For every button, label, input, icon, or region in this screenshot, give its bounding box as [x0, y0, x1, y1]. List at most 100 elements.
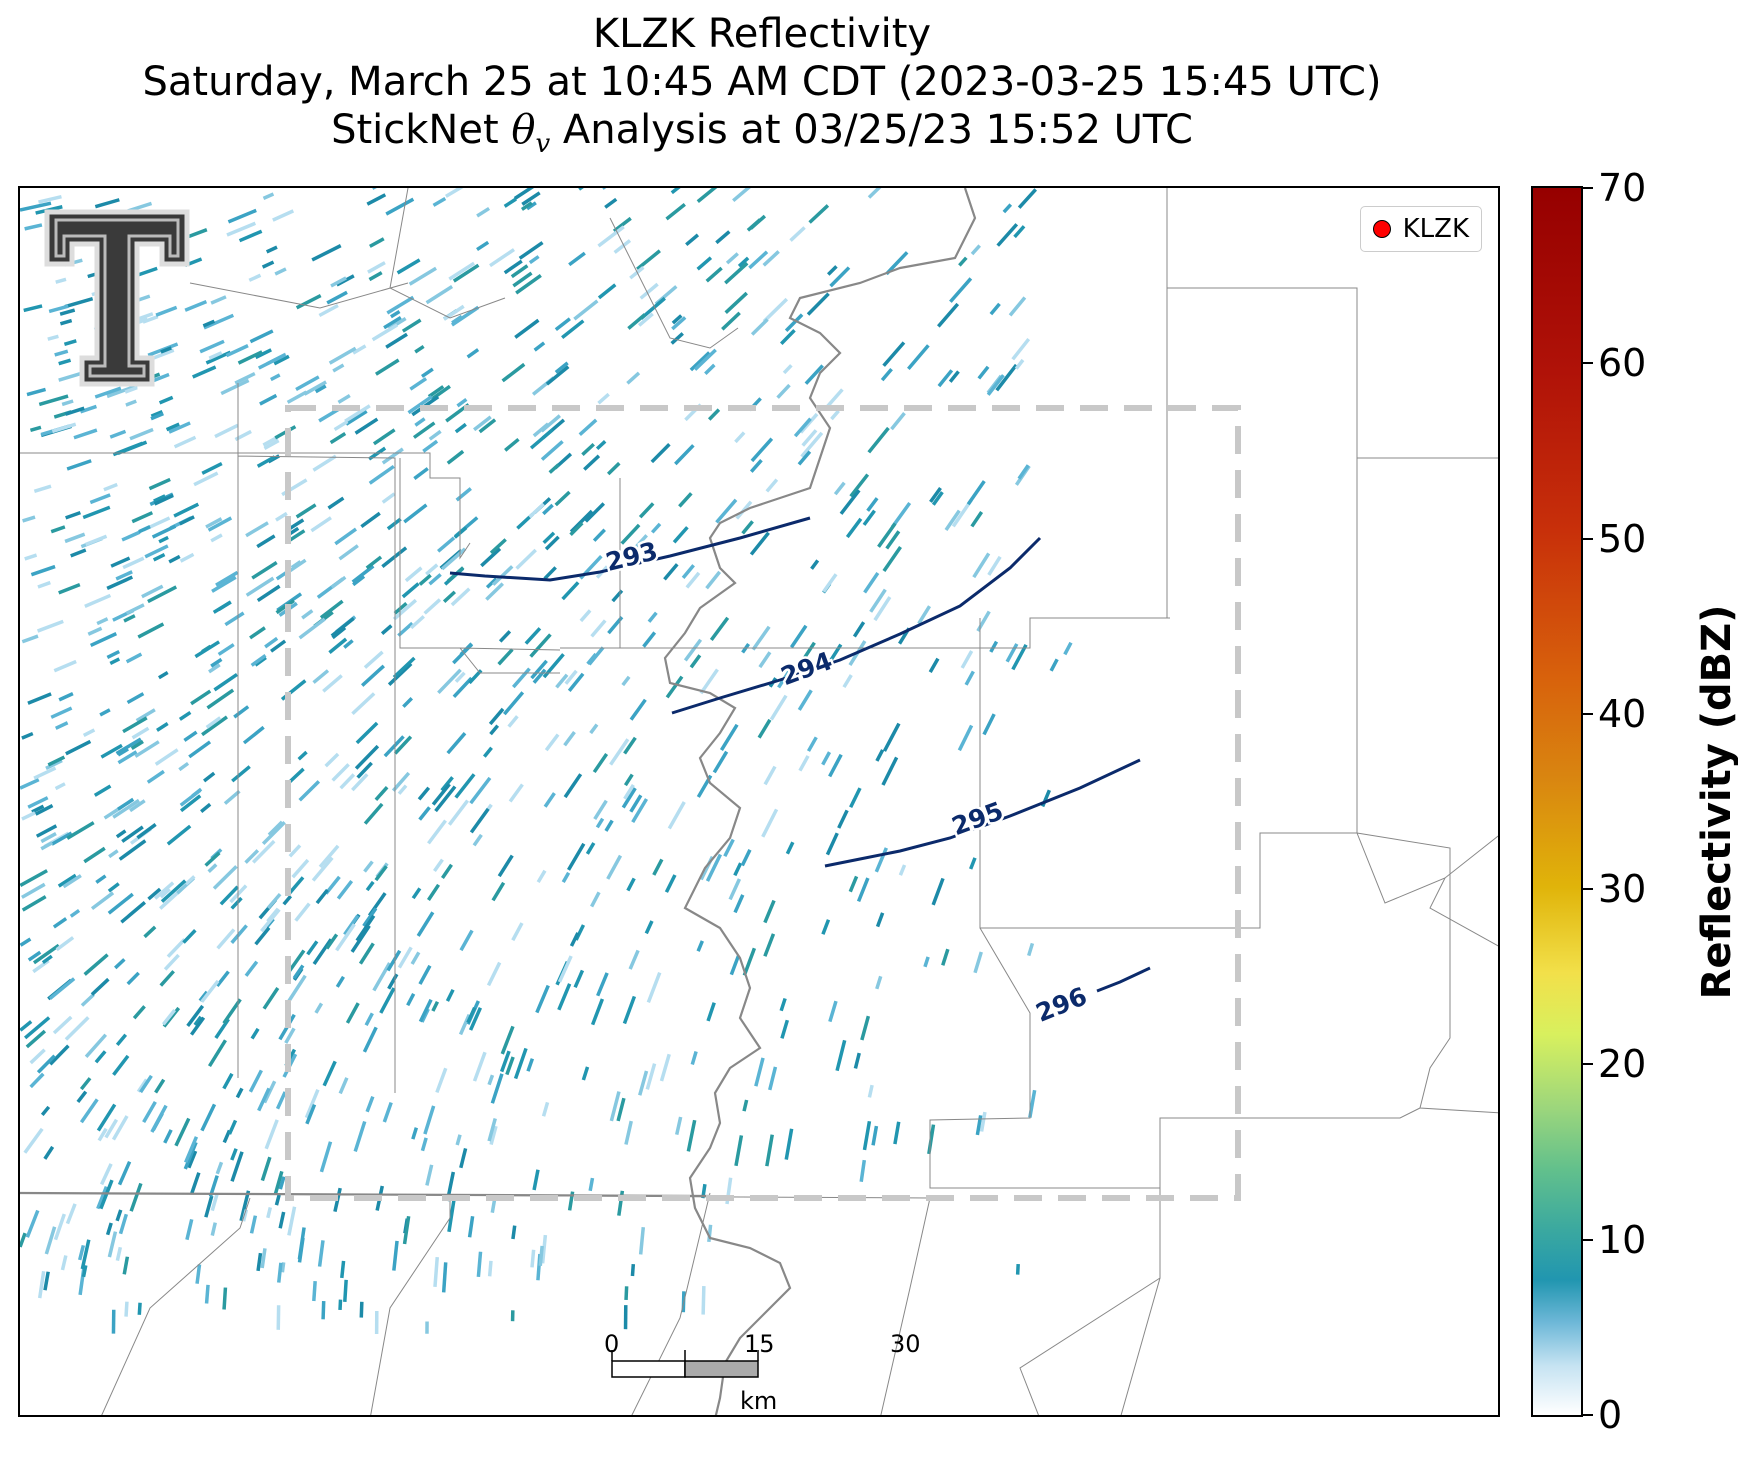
reflectivity-echo: [158, 535, 169, 544]
reflectivity-echo: [440, 863, 453, 879]
reflectivity-echo: [114, 958, 126, 970]
reflectivity-echo: [64, 297, 94, 309]
reflectivity-echo: [476, 240, 490, 252]
reflectivity-echo: [31, 804, 45, 814]
reflectivity-echo: [230, 1151, 244, 1182]
reflectivity-echo: [454, 671, 466, 683]
reflectivity-echo: [275, 511, 288, 522]
reflectivity-echo: [280, 1262, 286, 1273]
reflectivity-echo: [801, 429, 818, 447]
reflectivity-echo: [533, 341, 546, 352]
reflectivity-echo: [511, 1225, 517, 1240]
reflectivity-echo: [696, 940, 704, 952]
reflectivity-echo: [871, 1125, 879, 1146]
reflectivity-echo: [326, 290, 348, 305]
reflectivity-echo: [21, 811, 36, 821]
reflectivity-echo: [672, 526, 689, 544]
reflectivity-echo: [222, 1287, 228, 1310]
reflectivity-echo: [321, 1300, 326, 1320]
reflectivity-echo: [20, 869, 48, 887]
reflectivity-echo: [337, 394, 351, 404]
reflectivity-echo: [288, 518, 305, 531]
reflectivity-echo: [142, 1100, 157, 1123]
reflectivity-echo: [949, 277, 973, 303]
reflectivity-echo: [109, 429, 127, 439]
reflectivity-echo: [374, 865, 388, 882]
reflectivity-echo: [515, 273, 542, 295]
reflectivity-echo: [129, 427, 154, 441]
reflectivity-echo: [554, 361, 569, 374]
reflectivity-echo: [447, 1200, 456, 1233]
reflectivity-echo: [20, 937, 32, 947]
reflectivity-echo: [58, 692, 74, 702]
reflectivity-echo: [637, 312, 654, 327]
reflectivity-echo: [542, 531, 556, 545]
reflectivity-echo: [421, 367, 434, 378]
reflectivity-echo: [21, 634, 39, 644]
reflectivity-echo: [822, 573, 838, 593]
reflectivity-echo: [97, 1127, 108, 1142]
reflectivity-echo: [757, 718, 772, 739]
reflectivity-echo: [803, 641, 816, 659]
reflectivity-echo: [304, 1089, 320, 1119]
reflectivity-echo: [270, 373, 281, 382]
reflectivity-echo: [417, 786, 431, 801]
reflectivity-echo: [254, 656, 267, 667]
reflectivity-echo: [397, 621, 414, 637]
reflectivity-echo: [589, 723, 599, 735]
reflectivity-echo: [360, 511, 381, 529]
reflectivity-echo: [780, 329, 796, 345]
reflectivity-echo: [706, 1002, 716, 1022]
reflectivity-echo: [513, 188, 535, 200]
reflectivity-echo: [511, 922, 524, 942]
reflectivity-echo: [137, 1302, 142, 1315]
reflectivity-echo: [749, 531, 770, 556]
reflectivity-echo: [410, 951, 421, 965]
reflectivity-echo: [354, 417, 379, 435]
reflectivity-echo: [109, 657, 121, 665]
reflectivity-echo: [630, 1263, 636, 1277]
reflectivity-echo: [578, 188, 584, 191]
colorbar-tick-mark: [1583, 712, 1593, 715]
reflectivity-echo: [24, 553, 38, 561]
reflectivity-echo: [762, 250, 780, 267]
reflectivity-echo: [158, 395, 174, 405]
colorbar-tick-label: 10: [1598, 1217, 1647, 1262]
reflectivity-echo: [292, 964, 305, 980]
reflectivity-echo: [639, 282, 659, 300]
reflectivity-echo: [230, 924, 248, 944]
map-panel[interactable]: 293 294 295 296 KLZK: [18, 186, 1500, 1417]
reflectivity-echo: [986, 374, 1005, 396]
reflectivity-echo: [724, 291, 748, 314]
reflectivity-echo: [751, 625, 771, 651]
reflectivity-echo: [70, 548, 87, 558]
reflectivity-echo: [1011, 337, 1031, 361]
reflectivity-echo: [882, 341, 906, 367]
reflectivity-echo: [425, 563, 439, 576]
reflectivity-echo: [87, 626, 103, 636]
reflectivity-echo: [623, 773, 634, 787]
reflectivity-echo: [54, 782, 66, 791]
reflectivity-echo: [670, 188, 681, 195]
reflectivity-echo: [797, 450, 812, 466]
reflectivity-echo: [94, 386, 122, 399]
reflectivity-echo: [174, 1117, 191, 1147]
scalebar-unit: km: [740, 1387, 778, 1415]
reflectivity-echo: [64, 532, 86, 544]
reflectivity-echo: [52, 917, 68, 929]
reflectivity-echo: [563, 773, 583, 799]
reflectivity-echo: [709, 616, 730, 641]
reflectivity-echo: [331, 763, 350, 782]
reflectivity-echo: [856, 877, 870, 903]
reflectivity-echo: [538, 1245, 544, 1266]
reflectivity-echo: [159, 970, 175, 987]
reflectivity-echo: [810, 559, 820, 570]
reflectivity-echo: [893, 1121, 901, 1145]
reflectivity-echo: [45, 759, 63, 770]
reflectivity-echo: [214, 423, 239, 439]
reflectivity-echo: [650, 522, 662, 534]
reflectivity-echo: [595, 440, 607, 451]
reflectivity-echo: [65, 510, 81, 520]
reflectivity-echo: [595, 817, 605, 829]
reflectivity-echo: [367, 261, 386, 274]
